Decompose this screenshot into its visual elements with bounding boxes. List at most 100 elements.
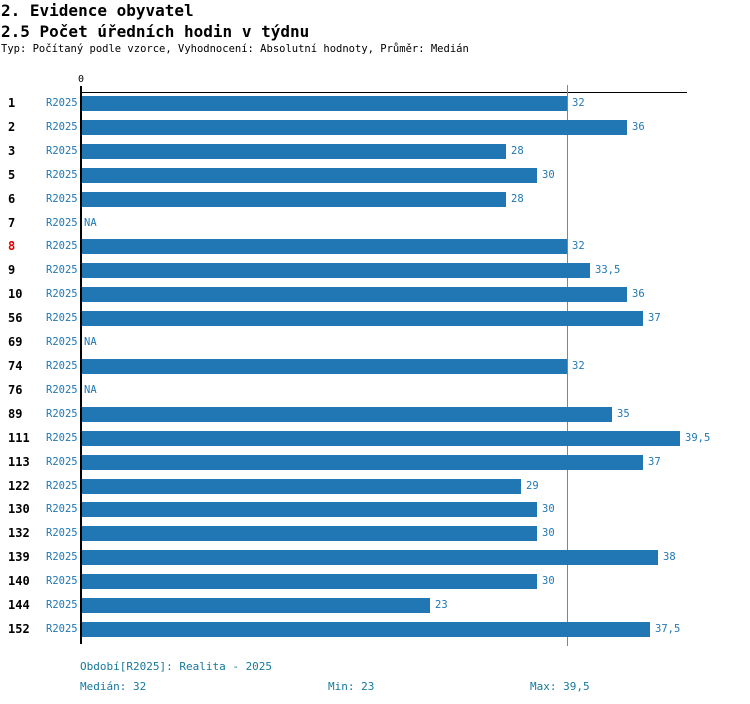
row-series-label: R2025	[46, 359, 78, 372]
bar-value-label: 23	[435, 599, 448, 612]
row-series-label: R2025	[46, 479, 78, 492]
bar-value-label: 28	[511, 192, 524, 205]
bar	[82, 287, 627, 303]
row-series-label: R2025	[46, 216, 78, 229]
report-title: 2. Evidence obyvatel	[1, 1, 194, 20]
bar-value-label: 30	[542, 503, 555, 516]
row-number-label: 8	[8, 239, 16, 254]
chart-row: 74 R2025 32	[0, 358, 750, 383]
bar-value-label: 32	[572, 359, 585, 372]
bar	[82, 598, 430, 614]
row-series-label: R2025	[46, 383, 78, 396]
row-number-label: 10	[8, 287, 23, 302]
row-number-label: 76	[8, 382, 23, 397]
row-number-label: 132	[8, 526, 30, 541]
row-series-label: R2025	[46, 431, 78, 444]
row-series-label: R2025	[46, 407, 78, 420]
row-number-label: 152	[8, 621, 30, 636]
bar-value-label: 37	[648, 312, 661, 325]
chart-meta-line: Typ: Počítaný podle vzorce, Vyhodnocení:…	[1, 43, 469, 55]
row-number-label: 130	[8, 502, 30, 517]
row-number-label: 9	[8, 263, 16, 278]
chart-row: 111 R2025 39,5	[0, 430, 750, 455]
bar-value-label: 29	[526, 479, 539, 492]
max-stat-label: Max: 39,5	[530, 680, 590, 693]
row-series-label: R2025	[46, 120, 78, 133]
chart-row: 152 R2025 37,5	[0, 621, 750, 646]
row-number-label: 89	[8, 406, 23, 421]
bar	[82, 574, 537, 590]
chart-row: 139 R2025 38	[0, 550, 750, 574]
chart-row: 89 R2025 35	[0, 406, 750, 431]
row-series-label: R2025	[46, 288, 78, 301]
bar-value-label: 37,5	[655, 622, 681, 635]
chart-row: 56 R2025 37	[0, 311, 750, 335]
row-number-label: 3	[8, 143, 16, 158]
chart-row: 2 R2025 36	[0, 119, 750, 144]
section-title: 2.5 Počet úředních hodin v týdnu	[1, 22, 310, 41]
row-number-label: 2	[8, 119, 16, 134]
row-series-label: R2025	[46, 551, 78, 564]
row-number-label: 1	[8, 96, 16, 110]
chart-row: 122 R2025 29	[0, 478, 750, 503]
row-number-label: 111	[8, 430, 30, 445]
y-axis-line	[80, 86, 82, 644]
bar	[82, 167, 537, 183]
chart-row: 3 R2025 28	[0, 143, 750, 168]
bar	[82, 96, 567, 111]
median-reference-line	[567, 85, 568, 646]
row-number-label: 5	[8, 167, 16, 182]
bar	[82, 263, 590, 279]
bar	[82, 143, 506, 159]
bar-value-label: 28	[511, 144, 524, 157]
bar-value-label: NA	[84, 383, 97, 396]
bar	[82, 478, 521, 494]
bar	[82, 502, 537, 518]
row-series-label: R2025	[46, 264, 78, 277]
row-number-label: 122	[8, 478, 30, 493]
chart-row: 7 R2025 NA	[0, 216, 750, 240]
bar-value-label: 37	[648, 455, 661, 468]
row-number-label: 74	[8, 358, 23, 373]
chart-row: 69 R2025 NA	[0, 335, 750, 359]
bar-value-label: 30	[542, 575, 555, 588]
row-series-label: R2025	[46, 192, 78, 205]
x-axis-line	[81, 92, 687, 93]
row-number-label: 140	[8, 574, 30, 589]
chart-row: 130 R2025 30	[0, 502, 750, 526]
bar-value-label: NA	[84, 336, 97, 349]
row-series-label: R2025	[46, 144, 78, 157]
bar	[82, 119, 627, 135]
bar-value-label: 38	[663, 551, 676, 564]
row-series-label: R2025	[46, 455, 78, 468]
bar-value-label: 32	[572, 97, 585, 109]
chart-row: 76 R2025 NA	[0, 383, 750, 407]
bar-value-label: 35	[617, 407, 630, 420]
bar	[82, 550, 658, 566]
row-series-label: R2025	[46, 599, 78, 612]
bar-value-label: 30	[542, 527, 555, 540]
chart-row: 5 R2025 30	[0, 167, 750, 192]
row-number-label: 144	[8, 598, 30, 613]
chart-row: 113 R2025 37	[0, 454, 750, 479]
row-number-label: 6	[8, 191, 16, 206]
bar-value-label: NA	[84, 216, 97, 229]
row-series-label: R2025	[46, 97, 78, 109]
bar-value-label: 36	[632, 120, 645, 133]
row-number-label: 139	[8, 550, 30, 565]
row-number-label: 7	[8, 215, 16, 230]
row-number-label: 56	[8, 311, 23, 326]
chart-row: 9 R2025 33,5	[0, 263, 750, 287]
x-axis-origin-label: 0	[77, 74, 85, 85]
bar-value-label: 33,5	[595, 264, 621, 277]
period-label: Období[R2025]: Realita - 2025	[80, 660, 273, 673]
row-series-label: R2025	[46, 168, 78, 181]
bar-value-label: 36	[632, 288, 645, 301]
min-stat-label: Min: 23	[328, 680, 375, 693]
bar	[82, 526, 537, 542]
chart-rows: 1 R2025 32 2 R2025 36 3 R2025 28 5 R2025…	[0, 96, 750, 646]
chart-row: 10 R2025 36	[0, 287, 750, 311]
row-series-label: R2025	[46, 503, 78, 516]
row-series-label: R2025	[46, 312, 78, 325]
